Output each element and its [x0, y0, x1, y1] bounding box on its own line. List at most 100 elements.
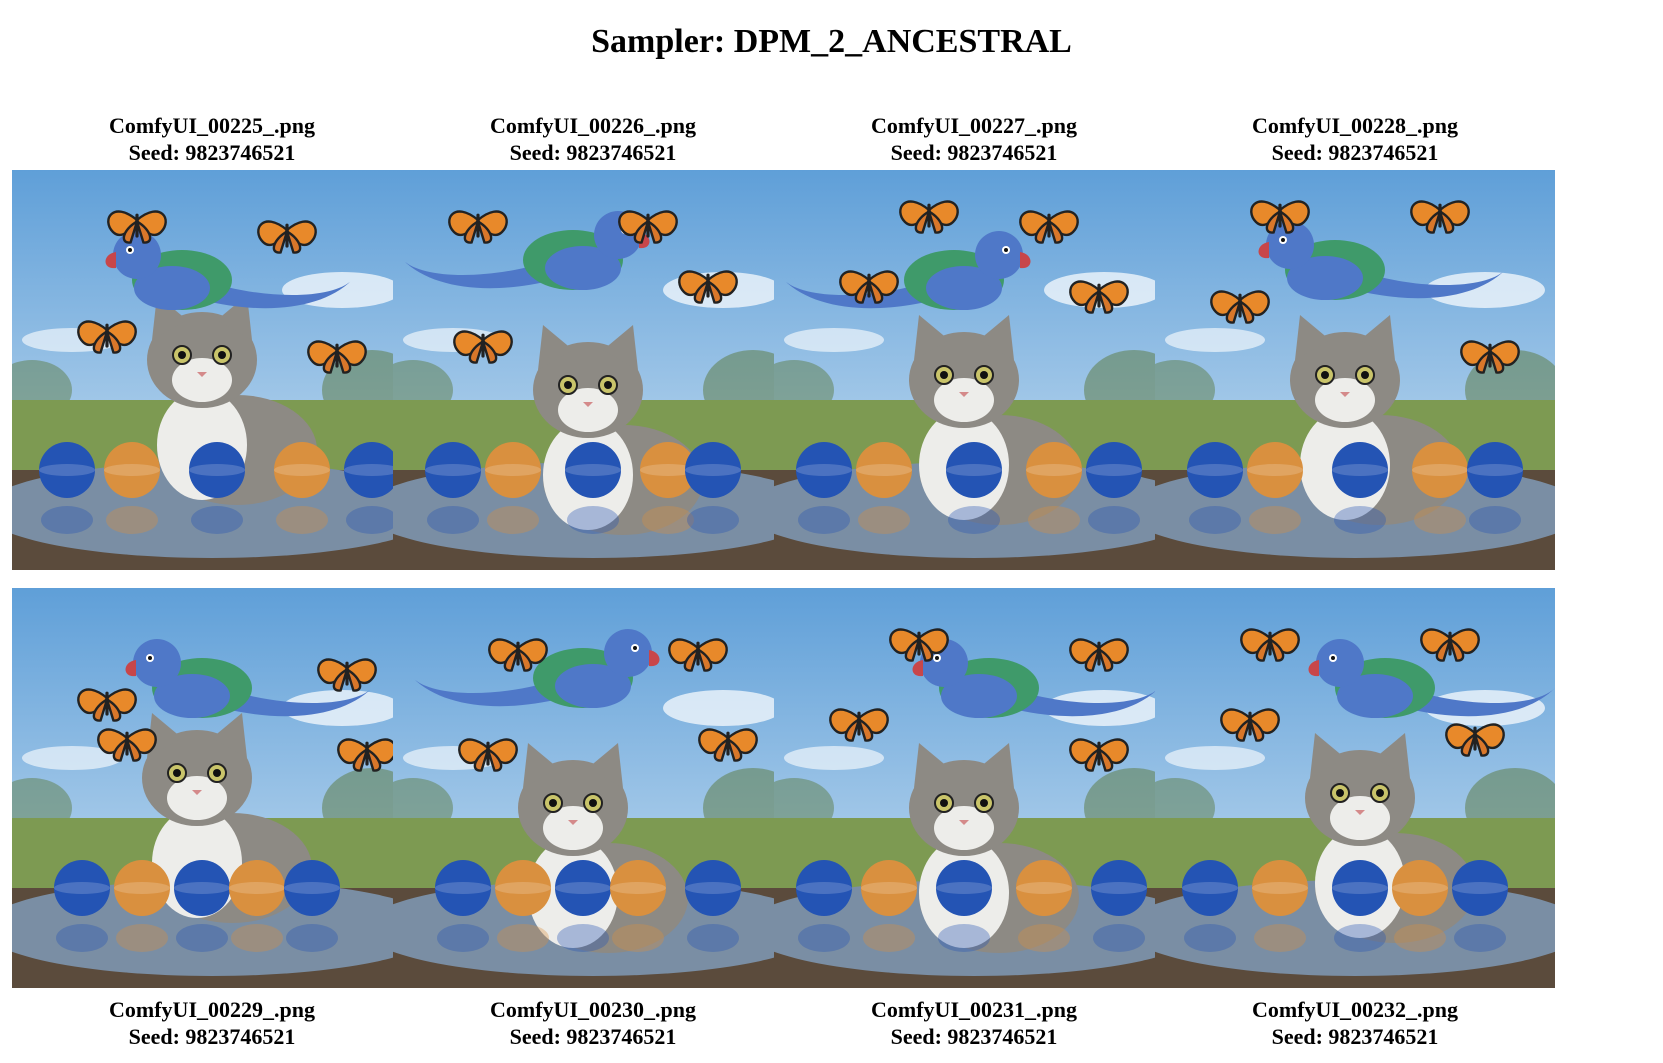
image-filename: ComfyUI_00227_.png	[871, 113, 1077, 138]
planet-ball	[54, 860, 110, 916]
butterfly-figure	[1210, 290, 1270, 324]
planet-ball	[274, 442, 330, 498]
planet-ball	[1412, 442, 1468, 498]
butterfly-figure	[618, 210, 678, 244]
planet-ball	[796, 860, 852, 916]
planet-ball	[435, 860, 491, 916]
planet-ball	[485, 442, 541, 498]
butterfly-figure	[1019, 210, 1079, 244]
generated-image[interactable]	[12, 588, 412, 988]
planet-ball	[1026, 442, 1082, 498]
parrot-figure	[1258, 221, 1505, 300]
planet-ball	[1086, 442, 1142, 498]
butterfly-figure	[77, 320, 137, 354]
gallery-item[interactable]: ComfyUI_00232_.png Seed: 9823746521	[1155, 588, 1555, 1050]
parrot-figure	[784, 231, 1031, 310]
planet-ball	[685, 860, 741, 916]
gallery-item[interactable]: ComfyUI_00231_.png Seed: 9823746521	[774, 588, 1174, 1050]
generated-image[interactable]	[774, 170, 1174, 570]
image-seed: Seed: 9823746521	[890, 140, 1058, 165]
image-illustration	[774, 170, 1174, 570]
gallery-item[interactable]: ComfyUI_00225_.png Seed: 9823746521	[12, 112, 412, 570]
image-filename: ComfyUI_00232_.png	[1252, 997, 1458, 1022]
planet-ball	[1332, 860, 1388, 916]
planet-ball	[114, 860, 170, 916]
planet-ball	[565, 442, 621, 498]
image-seed: Seed: 9823746521	[890, 1024, 1058, 1049]
planet-ball	[640, 442, 696, 498]
butterfly-figure	[1460, 340, 1520, 374]
butterfly-figure	[488, 638, 548, 672]
planet-ball	[1392, 860, 1448, 916]
image-illustration	[12, 588, 412, 988]
image-illustration	[774, 588, 1174, 988]
image-filename: ComfyUI_00230_.png	[490, 997, 696, 1022]
image-seed: Seed: 9823746521	[128, 140, 296, 165]
image-filename: ComfyUI_00226_.png	[490, 113, 696, 138]
gallery-item[interactable]: ComfyUI_00226_.png Seed: 9823746521	[393, 112, 793, 570]
image-seed: Seed: 9823746521	[1271, 1024, 1439, 1049]
butterfly-figure	[1069, 280, 1129, 314]
generated-image[interactable]	[774, 588, 1174, 988]
butterfly-figure	[839, 270, 899, 304]
parrot-figure	[1308, 639, 1555, 718]
planet-ball	[495, 860, 551, 916]
planet-ball	[1182, 860, 1238, 916]
generated-image[interactable]	[1155, 588, 1555, 988]
butterfly-figure	[1410, 200, 1470, 234]
gallery-item[interactable]: ComfyUI_00228_.png Seed: 9823746521	[1155, 112, 1555, 570]
image-filename: ComfyUI_00228_.png	[1252, 113, 1458, 138]
image-illustration	[1155, 170, 1555, 570]
butterfly-figure	[1220, 708, 1280, 742]
image-filename: ComfyUI_00225_.png	[109, 113, 315, 138]
butterfly-figure	[899, 200, 959, 234]
planet-ball	[936, 860, 992, 916]
generated-image[interactable]	[12, 170, 412, 570]
image-illustration	[393, 170, 793, 570]
butterfly-figure	[257, 220, 317, 254]
cat-figure	[909, 743, 1079, 953]
butterfly-figure	[698, 728, 758, 762]
butterfly-figure	[107, 210, 167, 244]
gallery-item[interactable]: ComfyUI_00229_.png Seed: 9823746521	[12, 588, 412, 1050]
image-seed: Seed: 9823746521	[128, 1024, 296, 1049]
image-illustration	[393, 588, 793, 988]
butterfly-figure	[97, 728, 157, 762]
planet-ball	[189, 442, 245, 498]
planet-ball	[344, 442, 400, 498]
generated-image[interactable]	[393, 588, 793, 988]
parrot-figure	[125, 639, 372, 718]
planet-ball	[39, 442, 95, 498]
planet-ball	[610, 860, 666, 916]
planet-ball	[104, 442, 160, 498]
butterfly-figure	[77, 688, 137, 722]
butterfly-figure	[307, 340, 367, 374]
image-filename: ComfyUI_00231_.png	[871, 997, 1077, 1022]
planet-ball	[1091, 860, 1147, 916]
gallery-item[interactable]: ComfyUI_00227_.png Seed: 9823746521	[774, 112, 1174, 570]
image-filename: ComfyUI_00229_.png	[109, 997, 315, 1022]
planet-ball	[555, 860, 611, 916]
planet-ball	[1016, 860, 1072, 916]
page-title: Sampler: DPM_2_ANCESTRAL	[591, 23, 1072, 60]
planet-ball	[425, 442, 481, 498]
planet-ball	[861, 860, 917, 916]
planet-ball	[284, 860, 340, 916]
butterfly-figure	[448, 210, 508, 244]
generated-image[interactable]	[393, 170, 793, 570]
generated-image[interactable]	[1155, 170, 1555, 570]
planet-ball	[174, 860, 230, 916]
image-seed: Seed: 9823746521	[509, 1024, 677, 1049]
image-illustration	[12, 170, 412, 570]
parrot-figure	[413, 629, 660, 708]
planet-ball	[1247, 442, 1303, 498]
butterfly-figure	[1069, 738, 1129, 772]
image-seed: Seed: 9823746521	[1271, 140, 1439, 165]
butterfly-figure	[458, 738, 518, 772]
planet-ball	[1467, 442, 1523, 498]
planet-ball	[796, 442, 852, 498]
planet-ball	[229, 860, 285, 916]
butterfly-figure	[1420, 628, 1480, 662]
gallery-item[interactable]: ComfyUI_00230_.png Seed: 9823746521	[393, 588, 793, 1050]
butterfly-figure	[1445, 723, 1505, 757]
